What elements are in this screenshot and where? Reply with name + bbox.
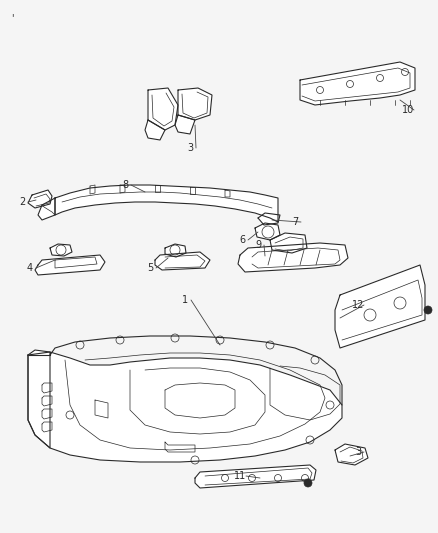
Polygon shape (270, 233, 307, 253)
Text: 8: 8 (122, 180, 128, 190)
Polygon shape (35, 255, 105, 275)
Polygon shape (178, 88, 212, 120)
Polygon shape (120, 185, 125, 193)
Polygon shape (38, 198, 55, 220)
Polygon shape (28, 350, 342, 462)
Polygon shape (148, 88, 178, 130)
Polygon shape (238, 243, 348, 272)
Text: 3: 3 (187, 143, 193, 153)
Text: 11: 11 (234, 471, 246, 481)
Polygon shape (165, 244, 186, 257)
Text: 12: 12 (352, 300, 364, 310)
Polygon shape (335, 444, 368, 465)
Polygon shape (258, 213, 280, 225)
Circle shape (424, 306, 432, 314)
Text: 9: 9 (255, 240, 261, 250)
Polygon shape (155, 185, 160, 192)
Polygon shape (195, 465, 316, 488)
Text: 4: 4 (27, 263, 33, 273)
Polygon shape (55, 185, 278, 222)
Polygon shape (335, 265, 425, 348)
Polygon shape (28, 190, 52, 208)
Text: 2: 2 (19, 197, 25, 207)
Polygon shape (190, 187, 195, 194)
Circle shape (304, 479, 312, 487)
Text: 3: 3 (355, 447, 361, 457)
Text: 5: 5 (147, 263, 153, 273)
Polygon shape (255, 223, 280, 240)
Polygon shape (90, 185, 95, 194)
Text: 1: 1 (182, 295, 188, 305)
Polygon shape (155, 252, 210, 270)
Polygon shape (28, 352, 50, 448)
Polygon shape (145, 120, 165, 140)
Text: 6: 6 (239, 235, 245, 245)
Text: 10: 10 (402, 105, 414, 115)
Polygon shape (50, 244, 72, 256)
Polygon shape (175, 115, 195, 134)
Text: ': ' (11, 13, 13, 23)
Polygon shape (300, 62, 415, 105)
Text: 7: 7 (292, 217, 298, 227)
Polygon shape (225, 190, 230, 197)
